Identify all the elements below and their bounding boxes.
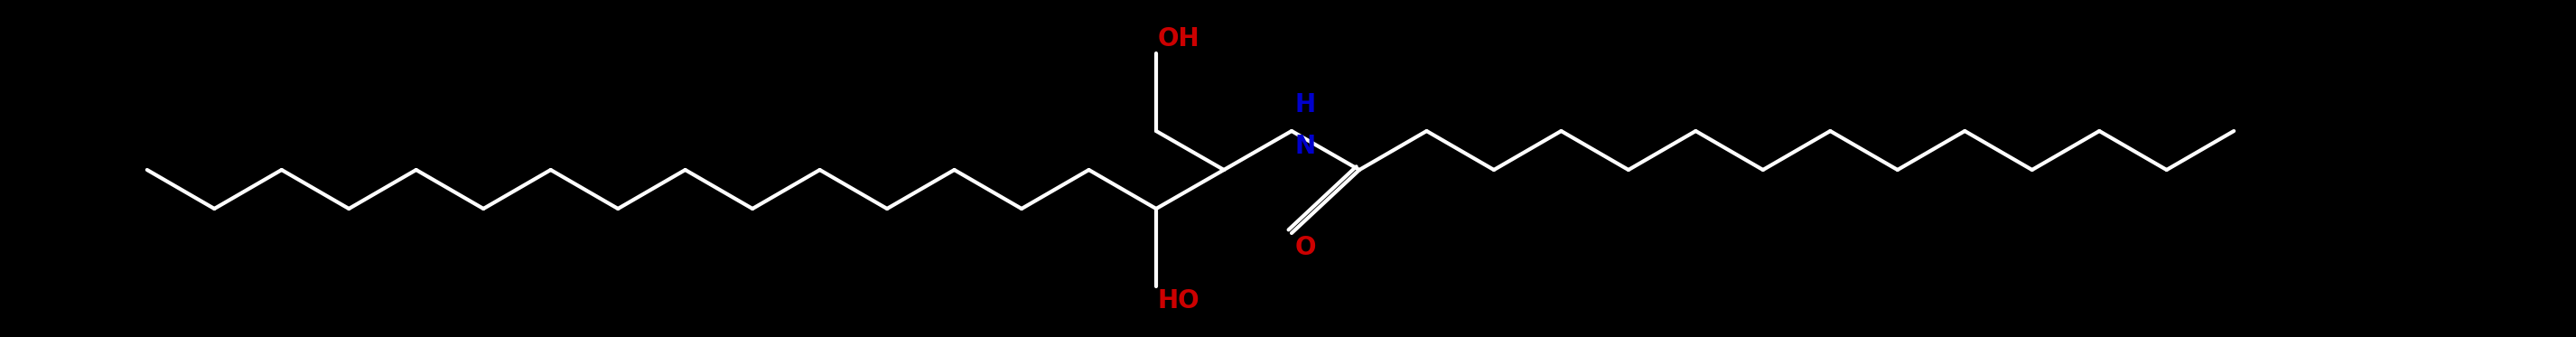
Text: H: H	[1293, 92, 1316, 118]
Text: OH: OH	[1159, 26, 1200, 52]
Text: O: O	[1296, 235, 1316, 260]
Text: N: N	[1293, 134, 1316, 159]
Text: HO: HO	[1159, 288, 1200, 313]
